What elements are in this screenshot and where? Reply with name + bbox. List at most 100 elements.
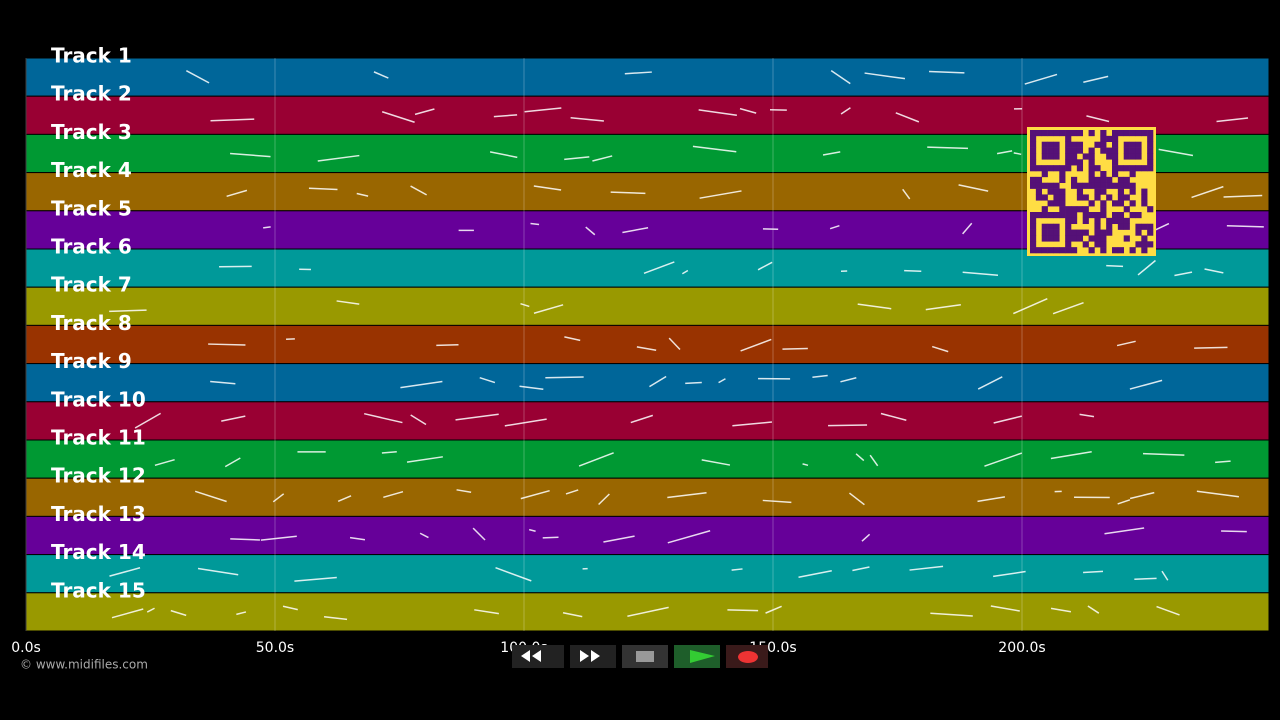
qr-cell xyxy=(1123,223,1130,230)
qr-cell xyxy=(1047,165,1054,172)
qr-cell xyxy=(1123,217,1130,225)
note xyxy=(1194,346,1228,349)
qr-cell xyxy=(1059,212,1066,219)
icon xyxy=(521,650,530,662)
note xyxy=(1013,152,1022,156)
qr-cell xyxy=(1082,212,1089,219)
qr-cell xyxy=(1076,188,1084,195)
note xyxy=(524,107,562,113)
qr-cell xyxy=(1047,247,1054,254)
qr-cell xyxy=(1065,135,1072,143)
qr-cell xyxy=(1041,212,1048,219)
track-lane xyxy=(25,592,1270,632)
note xyxy=(146,607,155,613)
qr-cell xyxy=(1047,182,1054,189)
qr-cell xyxy=(1053,247,1060,254)
note xyxy=(528,528,536,532)
note xyxy=(1223,194,1263,198)
qr-cell xyxy=(1112,200,1119,207)
qr-cell xyxy=(1059,188,1066,195)
qr-cell xyxy=(1076,206,1084,213)
note xyxy=(1079,413,1095,418)
note xyxy=(230,538,260,541)
qr-cell xyxy=(1129,165,1136,172)
qr-code xyxy=(1027,127,1156,256)
note xyxy=(598,493,610,506)
note xyxy=(260,535,297,541)
time-tick-label: 0.0s xyxy=(11,640,41,656)
qr-cell xyxy=(1030,241,1037,248)
qr-cell xyxy=(1117,130,1125,137)
qr-cell xyxy=(1112,217,1119,225)
note xyxy=(668,337,681,350)
qr-cell xyxy=(1123,235,1130,242)
note xyxy=(562,612,583,618)
note xyxy=(840,107,851,115)
note xyxy=(410,414,427,426)
qr-cell xyxy=(1076,165,1084,172)
note xyxy=(383,490,404,499)
note xyxy=(1024,73,1058,85)
qr-cell xyxy=(1112,135,1119,143)
note xyxy=(904,269,922,272)
note xyxy=(419,532,429,539)
qr-cell xyxy=(1071,153,1078,160)
qr-cell xyxy=(1082,206,1089,213)
notes xyxy=(109,69,1264,621)
qr-cell xyxy=(1135,130,1142,137)
qr-cell xyxy=(1041,223,1048,230)
qr-cell xyxy=(1030,135,1037,143)
qr-cell xyxy=(1088,212,1095,219)
qr-cell xyxy=(1088,235,1095,242)
qr-cell xyxy=(1147,165,1154,172)
qr-cell xyxy=(1135,147,1142,154)
grid xyxy=(25,58,1023,631)
qr-cell xyxy=(1076,130,1084,137)
qr-cell xyxy=(1030,247,1037,254)
note xyxy=(977,496,1006,503)
note xyxy=(993,415,1022,424)
qr-cell xyxy=(1088,171,1095,178)
note xyxy=(692,145,737,153)
note xyxy=(727,609,759,612)
note xyxy=(111,608,144,619)
note xyxy=(317,154,360,162)
qr-cell xyxy=(1100,130,1107,137)
qr-cell xyxy=(1088,153,1095,160)
qr-cell xyxy=(1030,153,1037,160)
qr-cell xyxy=(1129,212,1136,219)
track-lane xyxy=(25,515,1270,556)
qr-cell xyxy=(1141,165,1148,172)
qr-cell xyxy=(1071,212,1078,219)
note xyxy=(739,107,757,114)
note xyxy=(902,188,911,200)
qr-cell xyxy=(1112,153,1119,160)
qr-cell xyxy=(1135,229,1142,236)
qr-cell xyxy=(1141,194,1148,201)
qr-cell xyxy=(1129,153,1136,160)
note xyxy=(1083,570,1104,574)
note xyxy=(822,151,841,156)
qr-cell xyxy=(1135,165,1142,172)
note xyxy=(798,570,832,578)
qr-cell xyxy=(1076,159,1084,166)
track-label: Track 11 xyxy=(51,426,146,450)
qr-cell xyxy=(1129,188,1136,195)
note xyxy=(627,606,669,617)
qr-cell xyxy=(1094,182,1101,189)
qr-cell xyxy=(1141,241,1148,248)
qr-cell xyxy=(1106,153,1113,160)
qr-cell xyxy=(1076,235,1084,242)
qr-cell xyxy=(1071,182,1078,189)
qr-cell xyxy=(1053,141,1060,148)
note xyxy=(757,261,773,271)
qr-cell xyxy=(1076,229,1084,236)
note xyxy=(927,146,969,150)
note xyxy=(762,499,792,504)
qr-cell xyxy=(1065,223,1072,230)
note xyxy=(1221,530,1247,533)
qr-cell xyxy=(1129,141,1136,148)
qr-cell xyxy=(1059,247,1066,254)
qr-cell xyxy=(1117,200,1125,207)
note xyxy=(224,457,241,468)
